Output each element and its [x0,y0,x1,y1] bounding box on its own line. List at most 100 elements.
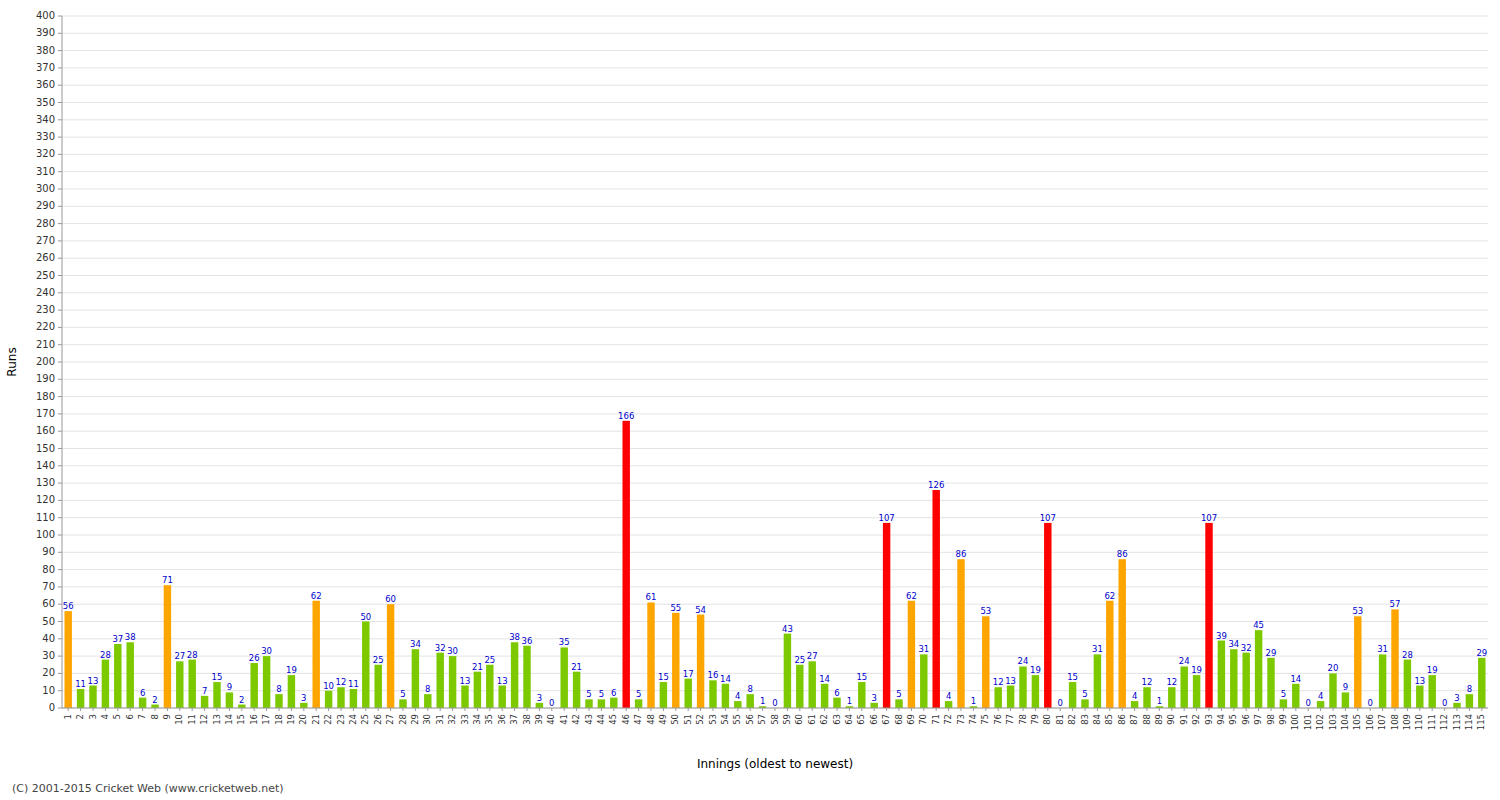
chart: 0102030405060708090100110120130140150160… [0,0,1500,800]
grid-line [62,171,1488,172]
bar [784,634,791,708]
data-label: 0 [1057,698,1062,708]
y-tick-label: 190 [36,373,55,384]
data-label: 2 [152,695,157,705]
x-tick [1047,708,1048,711]
grid-line [62,119,1488,120]
x-tick-label: 109 [1402,714,1412,730]
x-tick [1122,708,1123,711]
data-label: 1 [847,696,852,706]
y-tick [58,102,62,103]
data-label: 126 [928,480,944,490]
x-tick [378,708,379,711]
x-tick-label: 19 [286,714,296,725]
x-tick [1246,708,1247,711]
bar [908,601,915,708]
bar [201,696,208,708]
data-label: 4 [946,691,951,701]
x-tick-label: 67 [881,714,891,725]
x-tick [1444,708,1445,711]
x-tick [1457,708,1458,711]
x-tick [589,708,590,711]
x-tick [787,708,788,711]
x-tick [1147,708,1148,711]
x-tick [923,708,924,711]
x-tick-label: 80 [1042,714,1052,725]
y-tick-label: 220 [36,321,55,332]
x-tick-label: 36 [497,714,507,725]
x-tick [961,708,962,711]
x-tick-label: 81 [1055,714,1065,725]
y-tick-label: 290 [36,200,55,211]
x-tick-label: 75 [980,714,990,725]
data-label: 24 [1018,656,1029,666]
data-label: 13 [88,676,99,686]
bar [746,694,753,708]
data-label: 27 [174,651,185,661]
x-tick [316,708,317,711]
x-tick [998,708,999,711]
x-tick-label: 55 [732,714,742,725]
bar [139,698,146,708]
data-labels: 5611132837386271272871592263081936210121… [63,411,1487,708]
bar [89,686,96,708]
x-tick [440,708,441,711]
data-label: 6 [834,688,839,698]
x-tick-label: 115 [1476,714,1486,730]
x-tick [564,708,565,711]
data-label: 54 [695,605,706,615]
x-tick [241,708,242,711]
x-tick-label: 110 [1414,714,1424,730]
bar [610,698,617,708]
x-tick [1395,708,1396,711]
x-tick-label: 20 [298,714,308,725]
x-tick-label: 62 [819,714,829,725]
data-label: 12 [993,677,1004,687]
data-label: 32 [1241,643,1252,653]
y-tick [58,656,62,657]
data-label: 4 [735,691,740,701]
x-tick-label: 41 [559,714,569,725]
bar [622,421,629,708]
x-tick-label: 34 [472,714,482,725]
y-tick [58,448,62,449]
x-tick-label: 94 [1216,714,1226,725]
data-label: 13 [1414,676,1425,686]
data-label: 62 [1104,591,1115,601]
bar [387,604,394,708]
bar [1205,523,1212,708]
data-label: 61 [646,592,657,602]
data-label: 29 [1476,648,1487,658]
x-tick [700,708,701,711]
x-tick-label: 13 [212,714,222,725]
y-tick [58,292,62,293]
x-tick [1258,708,1259,711]
x-tick-label: 16 [249,714,259,725]
y-tick-label: 380 [36,45,55,56]
x-tick-label: 25 [360,714,370,725]
grid-line [62,379,1488,380]
grid-line [62,292,1488,293]
x-tick [725,708,726,711]
x-tick-label: 43 [584,714,594,725]
bar [573,672,580,708]
y-tick-label: 100 [36,529,55,540]
bar [350,689,357,708]
data-label: 16 [708,670,719,680]
x-tick [1357,708,1358,711]
y-tick [58,673,62,674]
data-label: 34 [1228,639,1239,649]
x-tick-label: 103 [1328,714,1338,730]
x-tick [837,708,838,711]
data-label: 166 [618,411,634,421]
x-tick [824,708,825,711]
data-label: 107 [1040,513,1056,523]
x-tick [1308,708,1309,711]
grid-line [62,448,1488,449]
data-label: 8 [276,684,281,694]
data-label: 5 [896,689,901,699]
y-tick [58,500,62,501]
x-tick-label: 15 [236,714,246,725]
grid-line [62,413,1488,414]
bar [647,602,654,708]
